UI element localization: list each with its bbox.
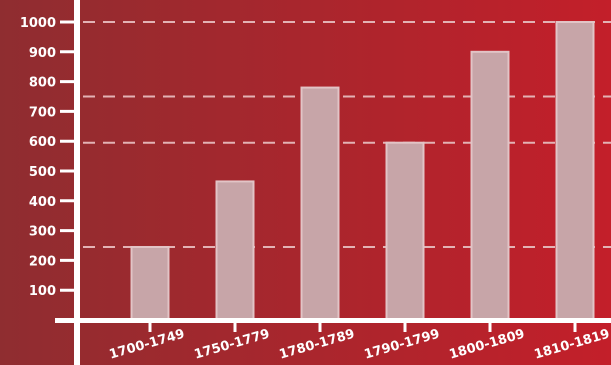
bar (300, 86, 340, 321)
y-tick-label: 700 (29, 105, 56, 120)
reference-lines (83, 21, 611, 248)
y-tick-label: 200 (29, 254, 56, 269)
y-tick-label: 300 (29, 225, 56, 240)
bar (130, 245, 170, 322)
bars (130, 21, 595, 322)
y-tick-label: 1000 (20, 16, 56, 31)
y-tick-label: 600 (29, 135, 56, 150)
y-tick-label: 500 (29, 165, 56, 180)
bar (555, 21, 595, 321)
bar (470, 50, 510, 322)
axes (55, 0, 611, 365)
y-axis-ticks: 100 200 300 400 500 600 700 800 900 1000 (20, 16, 77, 299)
y-tick-label: 100 (29, 284, 56, 299)
bar (385, 141, 425, 321)
y-tick-label: 400 (29, 195, 56, 210)
y-tick-label: 800 (29, 76, 56, 91)
y-axis-line (74, 0, 80, 365)
bar (215, 180, 255, 321)
y-tick-label: 900 (29, 46, 56, 61)
x-axis-line (55, 318, 611, 323)
